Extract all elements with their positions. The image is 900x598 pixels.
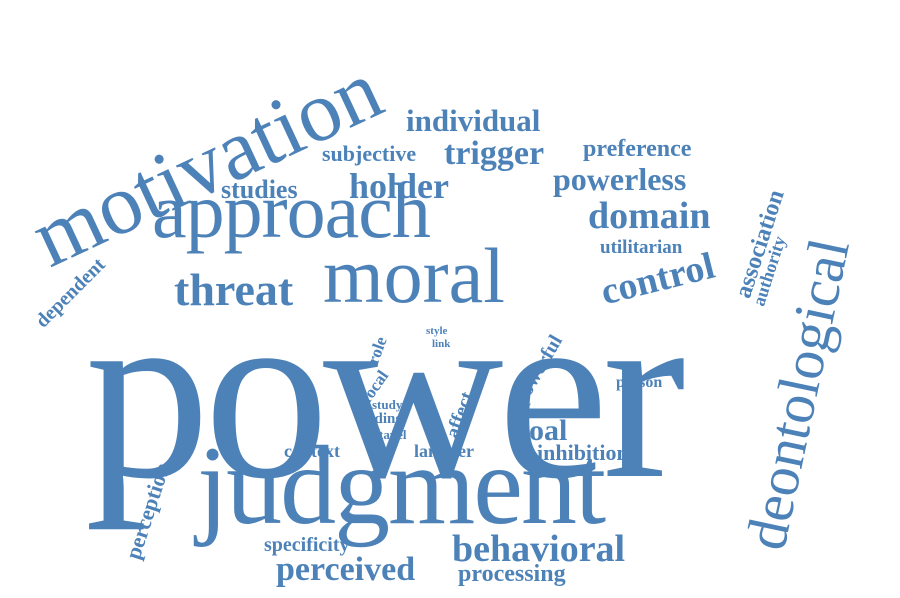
word-inhibition: inhibition [537,440,629,465]
word-individual: individual [406,103,541,138]
word-link: link [432,338,451,350]
word-person: person [616,374,663,391]
word-goal: goal [514,414,568,447]
word-trigger: trigger [444,135,545,172]
word-stapel: stapel [374,427,407,442]
word-preference: preference [583,136,692,162]
word-study: study [372,397,403,412]
word-perceived: perceived [276,551,416,588]
word-studies: studies [221,175,298,204]
word-lammer: lammer [414,441,474,461]
word-style: style [426,325,448,337]
word-moral: moral [323,232,505,319]
word-specificity: specificity [264,534,350,556]
word-processing: processing [458,561,566,587]
word-context: context [284,441,340,461]
word-powerless: powerless [553,161,687,197]
word-approach: approach [152,167,431,254]
word-subjective: subjective [322,141,417,166]
word-finding: finding [357,411,403,427]
word-power: power [85,254,686,531]
word-domain: domain [588,195,711,237]
word-judgment: judgment [197,424,606,548]
word-utilitarian: utilitarian [600,237,683,258]
word-holder: holder [349,166,450,206]
word-behavioral: behavioral [452,528,626,570]
word-threat: threat [174,264,294,315]
